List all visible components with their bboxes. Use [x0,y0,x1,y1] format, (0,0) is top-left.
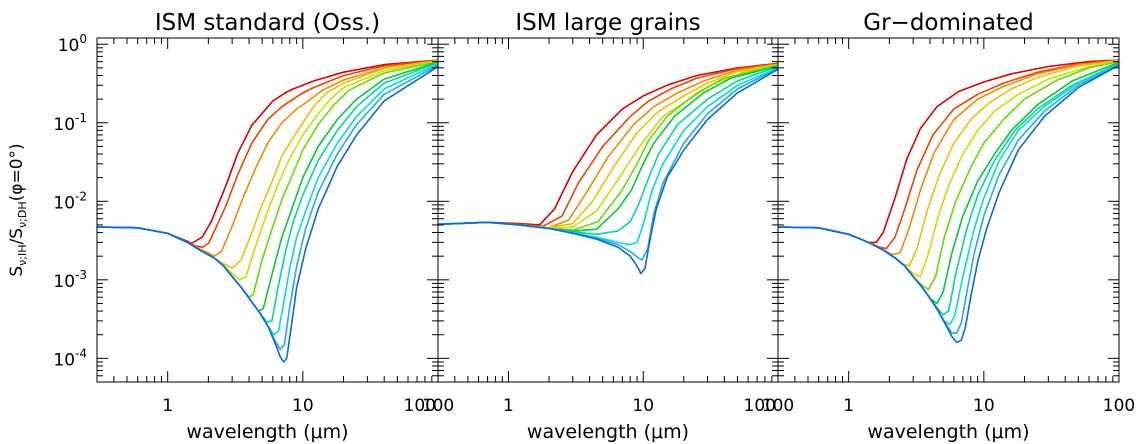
panel-title: ISM standard (Oss.) [155,10,380,36]
panel-title: ISM large grains [515,10,700,36]
x-tick-label: 1 [162,396,173,416]
x-tick-label: 10 [632,396,654,416]
panel-1: 1 10 100 10-4 10-3 10-2 10-1 100 ISM standard (O… [7,10,454,443]
series-group [438,62,778,275]
plot-frame [777,37,1120,383]
series-line-3 [438,63,778,229]
x-tick-label: 1 [843,396,854,416]
series-line-4 [438,63,778,229]
series-group [778,59,1119,344]
series-line-3 [97,59,438,257]
x-tick-label: 1 [503,396,514,416]
series-line-8 [778,62,1119,316]
y-axis-label: Sν;IH/Sν;DH(φ=0°) [7,143,29,276]
series-line-6 [438,64,778,231]
series-line-10 [438,67,778,261]
y-tick-label: 10-2 [53,189,87,213]
x-tick-label: 100 [404,396,436,416]
series-line-11 [778,64,1119,344]
x-axis-label: wavelength (μm) [527,421,689,443]
series-line-1 [97,59,438,245]
x-tick-label: 100 [1103,396,1135,416]
x-tick-label: 10 [973,396,995,416]
series-group [97,59,438,363]
x-axis-label: wavelength (μm) [867,421,1029,443]
panel-3: 100 1 10 100 Gr−dominated wavelength (μm) [744,10,1136,443]
series-line-11 [438,68,778,275]
y-tick-label: 10-1 [53,111,87,135]
series-line-6 [97,60,438,298]
x-tick-label: 100 [422,396,454,416]
x-axis-label: wavelength (μm) [186,421,348,443]
x-tick-label: 100 [744,396,776,416]
series-line-4 [97,59,438,270]
y-tick-label: 10-4 [53,346,87,370]
series-line-11 [97,65,438,363]
series-line-2 [438,63,778,228]
y-tick-label: 10-3 [53,268,87,292]
x-tick-label: 100 [762,396,794,416]
series-line-7 [438,65,778,232]
series-line-5 [97,60,438,281]
series-line-10 [778,63,1119,334]
series-line-5 [438,63,778,230]
panel-2: 100 1 10 100 ISM large grains wavelength (μm) [404,10,795,443]
plot-frame [437,37,779,383]
series-line-9 [778,63,1119,326]
x-tick-label: 10 [292,396,314,416]
panel-title: Gr−dominated [863,10,1033,36]
y-tick-label: 100 [58,32,87,56]
